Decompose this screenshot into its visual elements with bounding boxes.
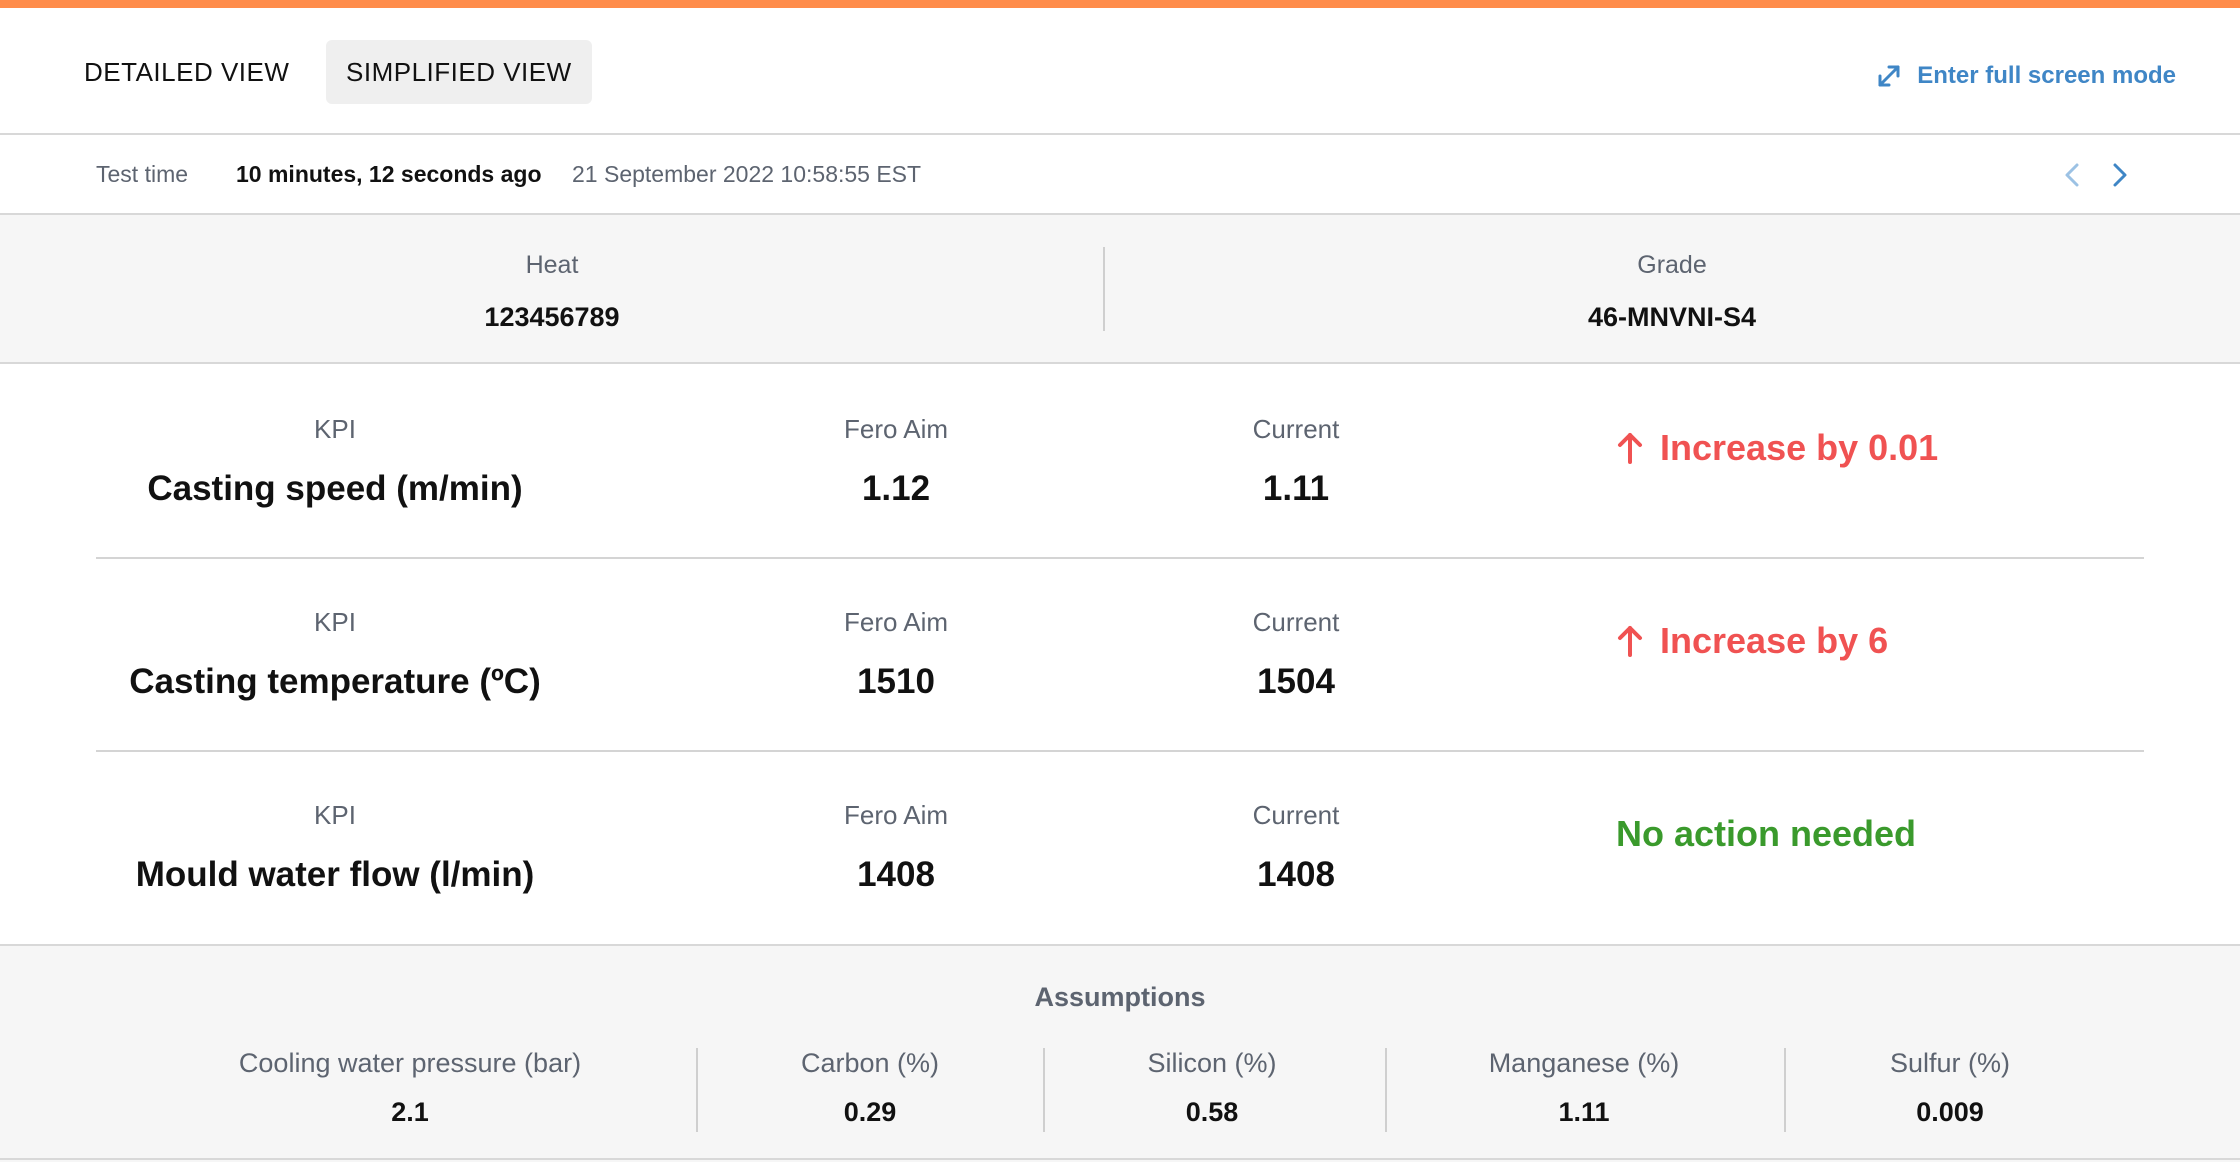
current-label: Current — [1252, 414, 1340, 444]
recommended-action: Increase by 6 — [1616, 617, 1888, 665]
aim-label: Fero Aim — [843, 414, 949, 444]
heat-grade-panel: Heat 123456789 Grade 46-MNVNI-S4 — [0, 215, 2240, 364]
assumption-label: Carbon (%) — [800, 1048, 940, 1078]
current-label: Current — [1252, 800, 1340, 830]
kpi-label: KPI — [314, 800, 356, 830]
divider — [1103, 247, 1105, 331]
chevron-right-icon — [2113, 163, 2127, 187]
assumption-sulfur: Sulfur (%) 0.009 — [1800, 1048, 2100, 1128]
expand-icon — [1878, 65, 1900, 87]
action-text: No action needed — [1616, 813, 1917, 854]
action-text: Increase by 6 — [1660, 620, 1889, 661]
assumptions-panel: Assumptions Cooling water pressure (bar)… — [0, 944, 2240, 1162]
grade-value: 46-MNVNI-S4 — [1587, 302, 1757, 332]
test-time-bar: Test time 10 minutes, 12 seconds ago 21 … — [0, 135, 2240, 215]
test-time-label: Test time — [96, 160, 189, 187]
kpi-label: KPI — [314, 607, 356, 637]
kpi-row-casting-temperature: KPI Casting temperature (ºC) Fero Aim 15… — [96, 557, 2144, 752]
fullscreen-label: Enter full screen mode — [1917, 62, 2176, 89]
current-value: 1504 — [1257, 662, 1335, 701]
top-accent-bar — [0, 0, 2240, 8]
current-cell: Current 1504 — [1196, 557, 1396, 750]
assumptions-title: Assumptions — [1034, 982, 1206, 1012]
current-cell: Current 1.11 — [1196, 364, 1396, 557]
kpi-name: Casting temperature (ºC) — [129, 662, 541, 701]
aim-value: 1.12 — [861, 469, 931, 508]
kpi-row-mould-water-flow: KPI Mould water flow (l/min) Fero Aim 14… — [96, 750, 2144, 943]
assumption-silicon: Silicon (%) 0.58 — [1062, 1048, 1362, 1128]
current-label: Current — [1252, 607, 1340, 637]
aim-cell: Fero Aim 1.12 — [796, 364, 996, 557]
heat-info: Heat 123456789 — [0, 215, 1104, 362]
arrow-up-icon — [1618, 433, 1642, 464]
next-test-button[interactable] — [2102, 157, 2138, 193]
assumption-manganese: Manganese (%) 1.11 — [1434, 1048, 1734, 1128]
divider — [696, 1048, 698, 1132]
action-text: Increase by 0.01 — [1660, 427, 1939, 468]
aim-label: Fero Aim — [843, 607, 949, 637]
aim-cell: Fero Aim 1510 — [796, 557, 996, 750]
kpi-name-cell: KPI Casting temperature (ºC) — [96, 557, 574, 750]
test-time-relative: 10 minutes, 12 seconds ago — [236, 160, 542, 187]
heat-label: Heat — [525, 251, 579, 279]
assumption-label: Silicon (%) — [1147, 1048, 1277, 1078]
kpi-label: KPI — [314, 414, 356, 444]
current-cell: Current 1408 — [1196, 750, 1396, 943]
aim-value: 1510 — [857, 662, 935, 701]
tab-detailed-view[interactable]: DETAILED VIEW — [84, 57, 290, 87]
divider — [1385, 1048, 1387, 1132]
kpi-name-cell: KPI Mould water flow (l/min) — [96, 750, 574, 943]
assumption-label: Sulfur (%) — [1889, 1048, 2011, 1078]
view-header: DETAILED VIEW SIMPLIFIED VIEW Enter full… — [0, 8, 2240, 135]
tab-simplified-view[interactable]: SIMPLIFIED VIEW — [326, 40, 592, 104]
previous-test-button[interactable] — [2054, 157, 2090, 193]
arrow-up-icon — [1618, 626, 1642, 657]
assumption-value: 2.1 — [391, 1097, 429, 1127]
assumption-label: Manganese (%) — [1488, 1048, 1680, 1078]
assumption-label: Cooling water pressure (bar) — [238, 1048, 582, 1078]
bottom-divider — [0, 1158, 2240, 1160]
aim-label: Fero Aim — [843, 800, 949, 830]
assumption-carbon: Carbon (%) 0.29 — [720, 1048, 1020, 1128]
divider — [1043, 1048, 1045, 1132]
fullscreen-button[interactable]: Enter full screen mode — [1875, 56, 2176, 96]
heat-value: 123456789 — [484, 302, 620, 332]
assumption-cooling-water-pressure: Cooling water pressure (bar) 2.1 — [180, 1048, 640, 1128]
kpi-row-casting-speed: KPI Casting speed (m/min) Fero Aim 1.12 … — [96, 364, 2144, 559]
kpi-name: Casting speed (m/min) — [147, 469, 523, 508]
kpi-name-cell: KPI Casting speed (m/min) — [96, 364, 574, 557]
current-value: 1.11 — [1262, 469, 1330, 508]
grade-info: Grade 46-MNVNI-S4 — [1104, 215, 2240, 362]
current-value: 1408 — [1257, 855, 1335, 894]
divider — [1784, 1048, 1786, 1132]
aim-cell: Fero Aim 1408 — [796, 750, 996, 943]
kpi-name: Mould water flow (l/min) — [135, 855, 535, 894]
chevron-left-icon — [2065, 163, 2079, 187]
grade-label: Grade — [1637, 251, 1707, 279]
assumption-value: 0.58 — [1185, 1097, 1239, 1127]
recommended-action: No action needed — [1616, 810, 1916, 858]
recommended-action: Increase by 0.01 — [1616, 424, 1938, 472]
assumption-value: 0.009 — [1916, 1097, 1984, 1127]
assumption-value: 0.29 — [843, 1097, 897, 1127]
assumption-value: 1.11 — [1558, 1097, 1610, 1127]
test-time-absolute: 21 September 2022 10:58:55 EST — [572, 160, 922, 187]
aim-value: 1408 — [857, 855, 935, 894]
